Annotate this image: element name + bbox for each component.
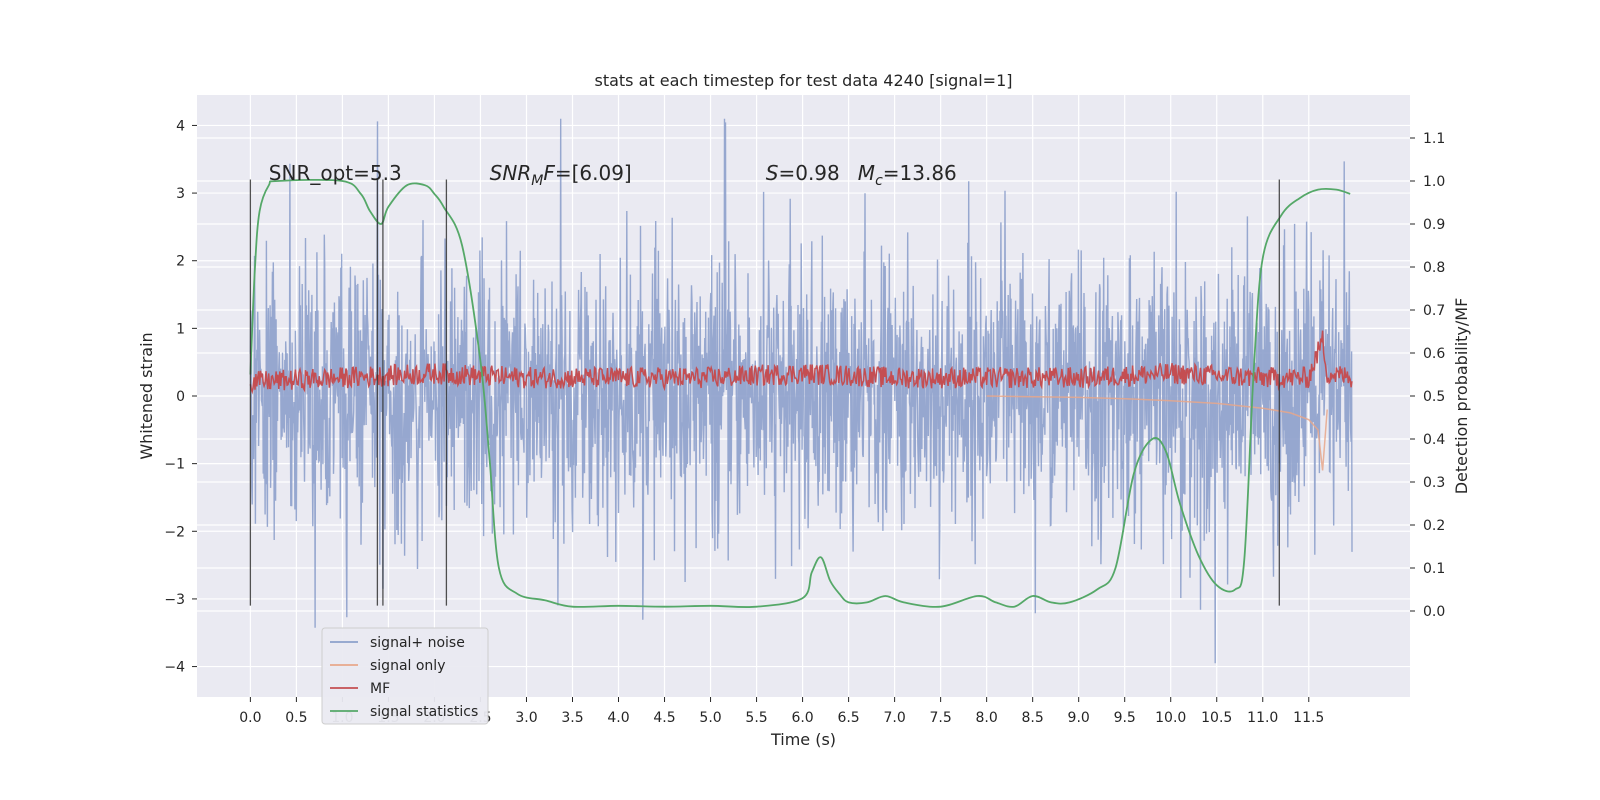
y-right-tick-label: 1.0 bbox=[1423, 174, 1445, 190]
x-tick-label: 7.0 bbox=[883, 710, 905, 726]
y-left-tick-label: −3 bbox=[164, 592, 185, 608]
y-right-tick-label: 0.6 bbox=[1423, 346, 1445, 362]
x-tick-label: 5.0 bbox=[699, 710, 721, 726]
x-tick-label: 9.5 bbox=[1114, 710, 1136, 726]
x-tick-label: 8.5 bbox=[1022, 710, 1044, 726]
plot-layer bbox=[249, 118, 1353, 664]
y-right-axis-label: Detection probability/MF bbox=[1452, 298, 1471, 495]
y-left-tick-label: 3 bbox=[176, 186, 185, 202]
x-tick-label: 11.5 bbox=[1293, 710, 1324, 726]
series-signal-noise-line bbox=[249, 118, 1353, 664]
y-left-tick-label: −2 bbox=[164, 524, 185, 540]
annotation-s: S=0.98 bbox=[766, 161, 840, 185]
y-left-tick-label: 4 bbox=[176, 118, 185, 134]
y-right-tick-label: 0.9 bbox=[1423, 217, 1445, 233]
y-right-tick-label: 0.3 bbox=[1423, 475, 1445, 491]
axes: 0.00.51.01.52.02.53.03.54.04.55.05.56.06… bbox=[137, 71, 1471, 749]
y-right-tick-label: 0.5 bbox=[1423, 389, 1445, 405]
annotations: SNR_opt=5.3 SNRMF=[6.09] S=0.98 Mc=13.86 bbox=[249, 161, 1280, 606]
legend-label: signal+ noise bbox=[370, 635, 465, 651]
x-tick-label: 3.0 bbox=[515, 710, 537, 726]
x-tick-label: 8.0 bbox=[976, 710, 998, 726]
y-left-tick-label: −1 bbox=[164, 457, 185, 473]
x-tick-label: 10.5 bbox=[1201, 710, 1232, 726]
x-tick-label: 11.0 bbox=[1247, 710, 1278, 726]
x-tick-label: 6.5 bbox=[837, 710, 859, 726]
chart-title: stats at each timestep for test data 424… bbox=[594, 71, 1012, 90]
series-signal-statistics-line bbox=[249, 178, 1351, 609]
y-left-tick-label: 1 bbox=[176, 321, 185, 337]
legend-label: signal statistics bbox=[370, 704, 478, 720]
y-right-tick-label: 0.7 bbox=[1423, 303, 1445, 319]
x-tick-label: 0.0 bbox=[239, 710, 261, 726]
legend-label: signal only bbox=[370, 658, 445, 674]
x-tick-label: 5.5 bbox=[745, 710, 767, 726]
series-signal-only-line bbox=[986, 395, 1328, 471]
legend-box bbox=[321, 627, 489, 725]
y-left-tick-label: −4 bbox=[164, 660, 185, 676]
legend-label: MF bbox=[370, 681, 390, 697]
y-left-tick-label: 0 bbox=[176, 389, 185, 405]
y-right-tick-label: 1.1 bbox=[1423, 131, 1445, 147]
annotation-snr-mf: SNRMF=[6.09] bbox=[490, 161, 632, 189]
x-tick-label: 0.5 bbox=[285, 710, 307, 726]
x-tick-label: 7.5 bbox=[929, 710, 951, 726]
annotation-snr-opt: SNR_opt=5.3 bbox=[269, 161, 402, 185]
x-tick-label: 6.0 bbox=[791, 710, 813, 726]
y-right-tick-label: 0.2 bbox=[1423, 518, 1445, 534]
x-tick-label: 4.5 bbox=[653, 710, 675, 726]
y-right-tick-label: 0.4 bbox=[1423, 432, 1445, 448]
x-tick-label: 10.0 bbox=[1155, 710, 1186, 726]
x-tick-label: 4.0 bbox=[607, 710, 629, 726]
legend: signal+ noise signal only MF signal statist… bbox=[321, 627, 489, 725]
y-right-tick-label: 0.0 bbox=[1423, 604, 1445, 620]
series-mf-line bbox=[249, 330, 1353, 395]
x-tick-label: 3.5 bbox=[561, 710, 583, 726]
x-axis-label: Time (s) bbox=[770, 730, 836, 749]
y-right-tick-label: 0.1 bbox=[1423, 561, 1445, 577]
y-right-tick-label: 0.8 bbox=[1423, 260, 1445, 276]
x-tick-label: 9.0 bbox=[1068, 710, 1090, 726]
y-left-tick-label: 2 bbox=[176, 254, 185, 270]
y-left-axis-label: Whitened strain bbox=[137, 332, 156, 459]
annotation-mc: Mc=13.86 bbox=[858, 161, 957, 189]
